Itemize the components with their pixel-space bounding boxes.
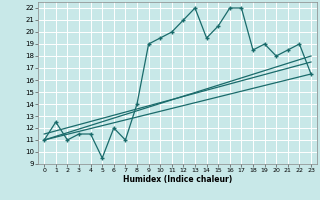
X-axis label: Humidex (Indice chaleur): Humidex (Indice chaleur)	[123, 175, 232, 184]
